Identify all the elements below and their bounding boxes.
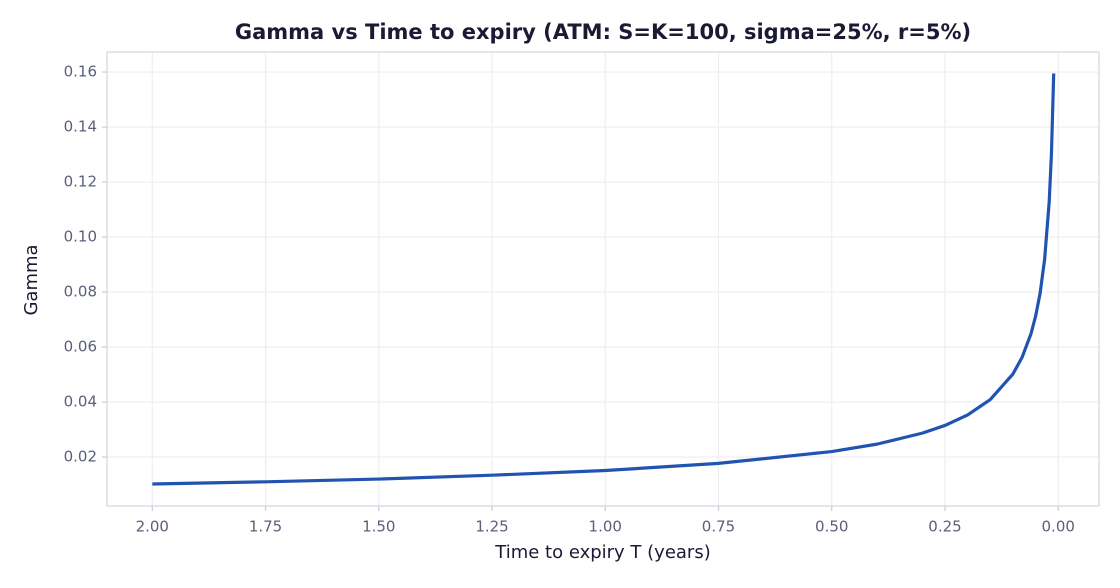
- y-tick-label: 0.12: [64, 173, 97, 191]
- x-tick-label: 1.25: [475, 518, 508, 536]
- y-tick-label: 0.08: [64, 283, 97, 301]
- x-tick-label: 2.00: [136, 518, 169, 536]
- x-tick-label: 0.50: [815, 518, 848, 536]
- x-axis-label: Time to expiry T (years): [494, 542, 710, 563]
- x-tick-label: 1.50: [362, 518, 395, 536]
- x-tick-label: 0.75: [702, 518, 735, 536]
- x-tick-label: 0.25: [928, 518, 961, 536]
- plot-frame: [106, 51, 1100, 507]
- y-tick-label: 0.06: [64, 338, 97, 356]
- y-tick-label: 0.16: [64, 63, 97, 81]
- data-line: [152, 73, 1056, 486]
- y-tick-label: 0.10: [64, 228, 97, 246]
- y-axis-label: Gamma: [21, 244, 42, 315]
- y-tick-label: 0.14: [64, 118, 97, 136]
- x-tick-label: 1.00: [589, 518, 622, 536]
- y-tick-label: 0.02: [64, 448, 97, 466]
- x-tick-label: 1.75: [249, 518, 282, 536]
- y-tick-label: 0.04: [64, 393, 97, 411]
- chart-title: Gamma vs Time to expiry (ATM: S=K=100, s…: [235, 20, 971, 44]
- x-tick-label: 0.00: [1042, 518, 1075, 536]
